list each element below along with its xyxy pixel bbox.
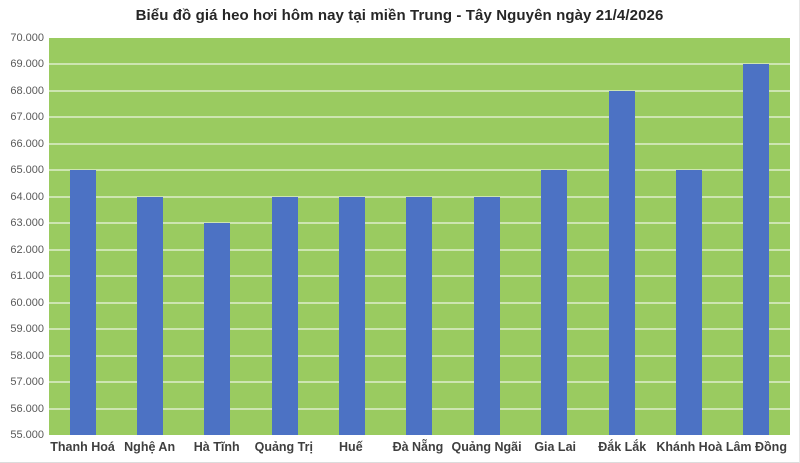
plot-area [49, 38, 790, 435]
gridline [49, 142, 790, 145]
bar-slot [49, 38, 116, 435]
y-tick-label: 55.000 [10, 429, 44, 441]
y-tick-label: 63.000 [10, 217, 44, 230]
bar-slot [588, 38, 655, 435]
y-tick-label: 64.000 [10, 190, 44, 203]
bar-slot [184, 38, 251, 435]
x-tick-label: Khánh Hoà [656, 440, 723, 454]
y-tick-label: 68.000 [10, 84, 44, 97]
bar-Huế [339, 196, 366, 435]
bar-Nghệ An [137, 196, 164, 435]
bar-Khánh Hoà [675, 170, 702, 435]
x-tick-label: Lâm Đồng [725, 440, 787, 454]
y-tick-label: 57.000 [10, 376, 44, 389]
bar-slot [723, 38, 790, 435]
bar-Lâm Đồng [743, 64, 770, 435]
bar-slot [655, 38, 722, 435]
x-tick-label: Gia Lai [534, 440, 576, 454]
y-tick-label: 70.000 [10, 32, 44, 44]
y-tick-label: 58.000 [10, 349, 44, 362]
x-tick-label: Quảng Ngãi [451, 440, 522, 454]
bar-slot [251, 38, 318, 435]
y-tick-label: 65.000 [10, 164, 44, 177]
bar-series [49, 38, 790, 435]
x-tick-label: Nghệ An [124, 440, 176, 454]
bar-slot [386, 38, 453, 435]
y-tick-label: 62.000 [10, 243, 44, 256]
y-tick-label: 69.000 [10, 58, 44, 71]
bar-Hà Tĩnh [204, 223, 231, 435]
x-tick-label: Hà Tĩnh [193, 440, 240, 454]
gridline [49, 89, 790, 92]
y-tick-label: 61.000 [10, 270, 44, 283]
x-tick-label: Thanh Hoá [50, 440, 115, 454]
bar-Quảng Trị [271, 196, 298, 435]
x-tick-label: Quảng Trị [254, 440, 313, 454]
y-tick-label: 67.000 [10, 111, 44, 124]
gridline [49, 195, 790, 198]
x-axis: Thanh Hoá Nghệ An Hà Tĩnh Quảng Trị Huế Đà Nẵ… [49, 440, 790, 454]
y-tick-label: 59.000 [10, 323, 44, 336]
bar-slot [521, 38, 588, 435]
bar-Đà Nẵng [406, 196, 433, 435]
x-tick-label: Huế [339, 440, 363, 454]
bar-Thanh Hoá [69, 170, 96, 435]
gridline [49, 116, 790, 119]
bar-Quảng Ngãi [473, 196, 500, 435]
gridline [49, 63, 790, 66]
y-tick-label: 56.000 [10, 402, 44, 415]
bar-Gia Lai [541, 170, 568, 435]
y-tick-label: 60.000 [10, 296, 44, 309]
bar-slot [116, 38, 183, 435]
gridline [49, 169, 790, 172]
y-axis: 70.000 69.000 68.000 67.000 66.000 65.000 64.0… [0, 32, 44, 441]
bar-Đắk Lắk [608, 90, 635, 435]
bar-slot [453, 38, 520, 435]
chart-title: Biểu đồ giá heo hơi hôm nay tại miền Tru… [135, 7, 664, 24]
x-tick-label: Đắk Lắk [598, 440, 647, 454]
y-tick-label: 66.000 [10, 137, 44, 150]
x-tick-label: Đà Nẵng [392, 440, 444, 454]
bar-slot [318, 38, 385, 435]
